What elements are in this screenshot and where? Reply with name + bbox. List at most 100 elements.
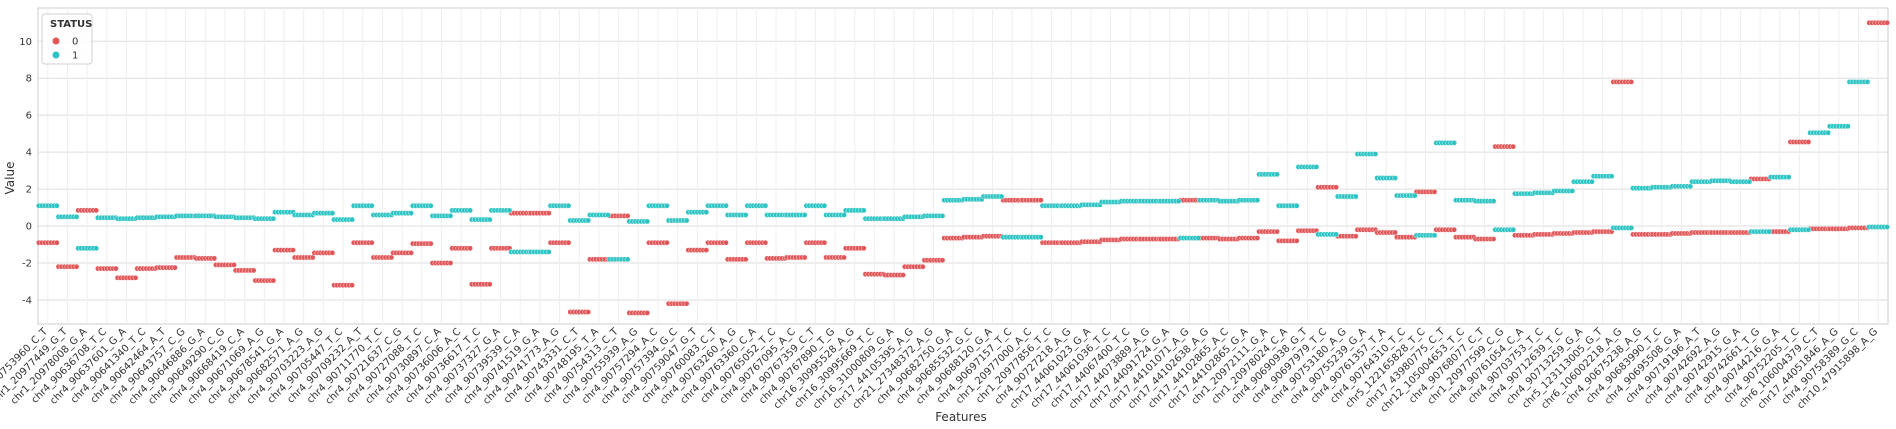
data-point: [1864, 79, 1871, 85]
data-point: [742, 256, 749, 263]
data-point: [939, 257, 946, 264]
data-point: [427, 202, 434, 209]
data-point: [211, 255, 218, 262]
data-point: [1805, 226, 1812, 233]
data-point: [506, 207, 513, 214]
data-point: [1746, 178, 1753, 185]
data-point: [1195, 235, 1202, 241]
legend-box: [41, 13, 93, 65]
data-point: [939, 213, 946, 219]
data-point: [860, 207, 867, 214]
data-point: [467, 207, 473, 214]
data-point: [664, 239, 670, 246]
data-point: [919, 263, 926, 270]
data-point: [1293, 202, 1300, 209]
data-point: [388, 254, 395, 261]
legend-entry-label: 1: [72, 51, 78, 62]
data-point: [1687, 183, 1694, 190]
data-point: [447, 260, 454, 266]
data-point: [1884, 224, 1890, 230]
data-point: [801, 254, 808, 261]
data-point: [683, 217, 690, 224]
data-point: [1608, 173, 1615, 179]
data-point: [1254, 235, 1261, 241]
data-point: [329, 250, 336, 256]
y-tick-label: 8: [26, 74, 32, 85]
data-point: [250, 267, 257, 274]
y-tick-labels: -4 -2 0 2 4 6 8 10: [19, 37, 32, 307]
data-point: [1038, 197, 1044, 203]
data-point: [1510, 143, 1517, 150]
data-point: [1785, 174, 1792, 180]
data-point: [1352, 233, 1359, 240]
data-point: [683, 300, 690, 307]
data-point: [1254, 197, 1261, 203]
legend-title: STATUS: [50, 19, 92, 30]
data-point: [1274, 171, 1280, 178]
grid-lines: [37, 7, 1889, 325]
legend-marker: [52, 51, 60, 59]
data-point: [762, 202, 769, 209]
data-point: [1392, 229, 1398, 236]
data-point: [821, 239, 828, 246]
data-point: [467, 245, 473, 252]
data-point: [73, 214, 80, 220]
data-point: [270, 277, 277, 284]
data-point: [1628, 79, 1635, 85]
data-point: [546, 249, 552, 255]
x-tick-labels: chr4_90753960_C_Tchr1_20977449_G_Tchr1_2…: [0, 326, 1880, 415]
data-point: [1175, 198, 1182, 204]
data-point: [1628, 225, 1635, 231]
data-point: [644, 310, 651, 316]
data-point: [565, 202, 572, 209]
data-point: [1333, 184, 1339, 191]
data-point: [54, 202, 60, 209]
data-point: [703, 247, 710, 253]
data-point: [172, 264, 178, 271]
data-point: [1451, 226, 1457, 233]
data-point: [487, 281, 493, 288]
data-point: [624, 256, 631, 263]
legend: STATUS 0 1: [41, 13, 93, 65]
data-point: [349, 216, 355, 223]
y-tick-label: -2: [22, 259, 32, 270]
data-point: [1431, 189, 1438, 195]
data-point: [368, 202, 375, 209]
data-point: [1372, 151, 1379, 157]
data-point: [1412, 192, 1418, 199]
data-point: [703, 209, 710, 215]
y-tick-label: 10: [19, 37, 32, 48]
data-point: [427, 240, 434, 247]
data-point: [546, 210, 552, 216]
data-point: [1569, 188, 1576, 194]
data-point: [408, 250, 414, 256]
y-tick-label: 2: [26, 185, 32, 196]
data-point: [93, 245, 100, 252]
data-point: [1490, 236, 1497, 242]
y-tick-label: 0: [26, 222, 32, 233]
data-point: [585, 309, 592, 315]
data-point: [585, 217, 592, 224]
data-point: [723, 202, 729, 209]
data-point: [664, 202, 670, 209]
data-point: [624, 213, 631, 219]
data-point: [329, 210, 336, 216]
data-point: [1766, 228, 1772, 235]
data-point: [860, 245, 867, 252]
data-point: [408, 210, 414, 216]
plot-frame: [37, 7, 1889, 325]
data-point: [487, 216, 493, 223]
data-point: [1510, 226, 1517, 233]
data-point: [565, 239, 572, 246]
data-point: [132, 275, 139, 281]
data-point: [841, 254, 847, 261]
data-point: [113, 265, 119, 272]
data-points: [36, 19, 1890, 316]
data-point: [1038, 234, 1044, 240]
data-point: [349, 282, 355, 288]
data-point: [368, 239, 375, 246]
data-point: [1333, 231, 1339, 238]
data-point: [231, 262, 237, 268]
legend-marker: [52, 37, 60, 45]
data-point: [762, 239, 769, 246]
